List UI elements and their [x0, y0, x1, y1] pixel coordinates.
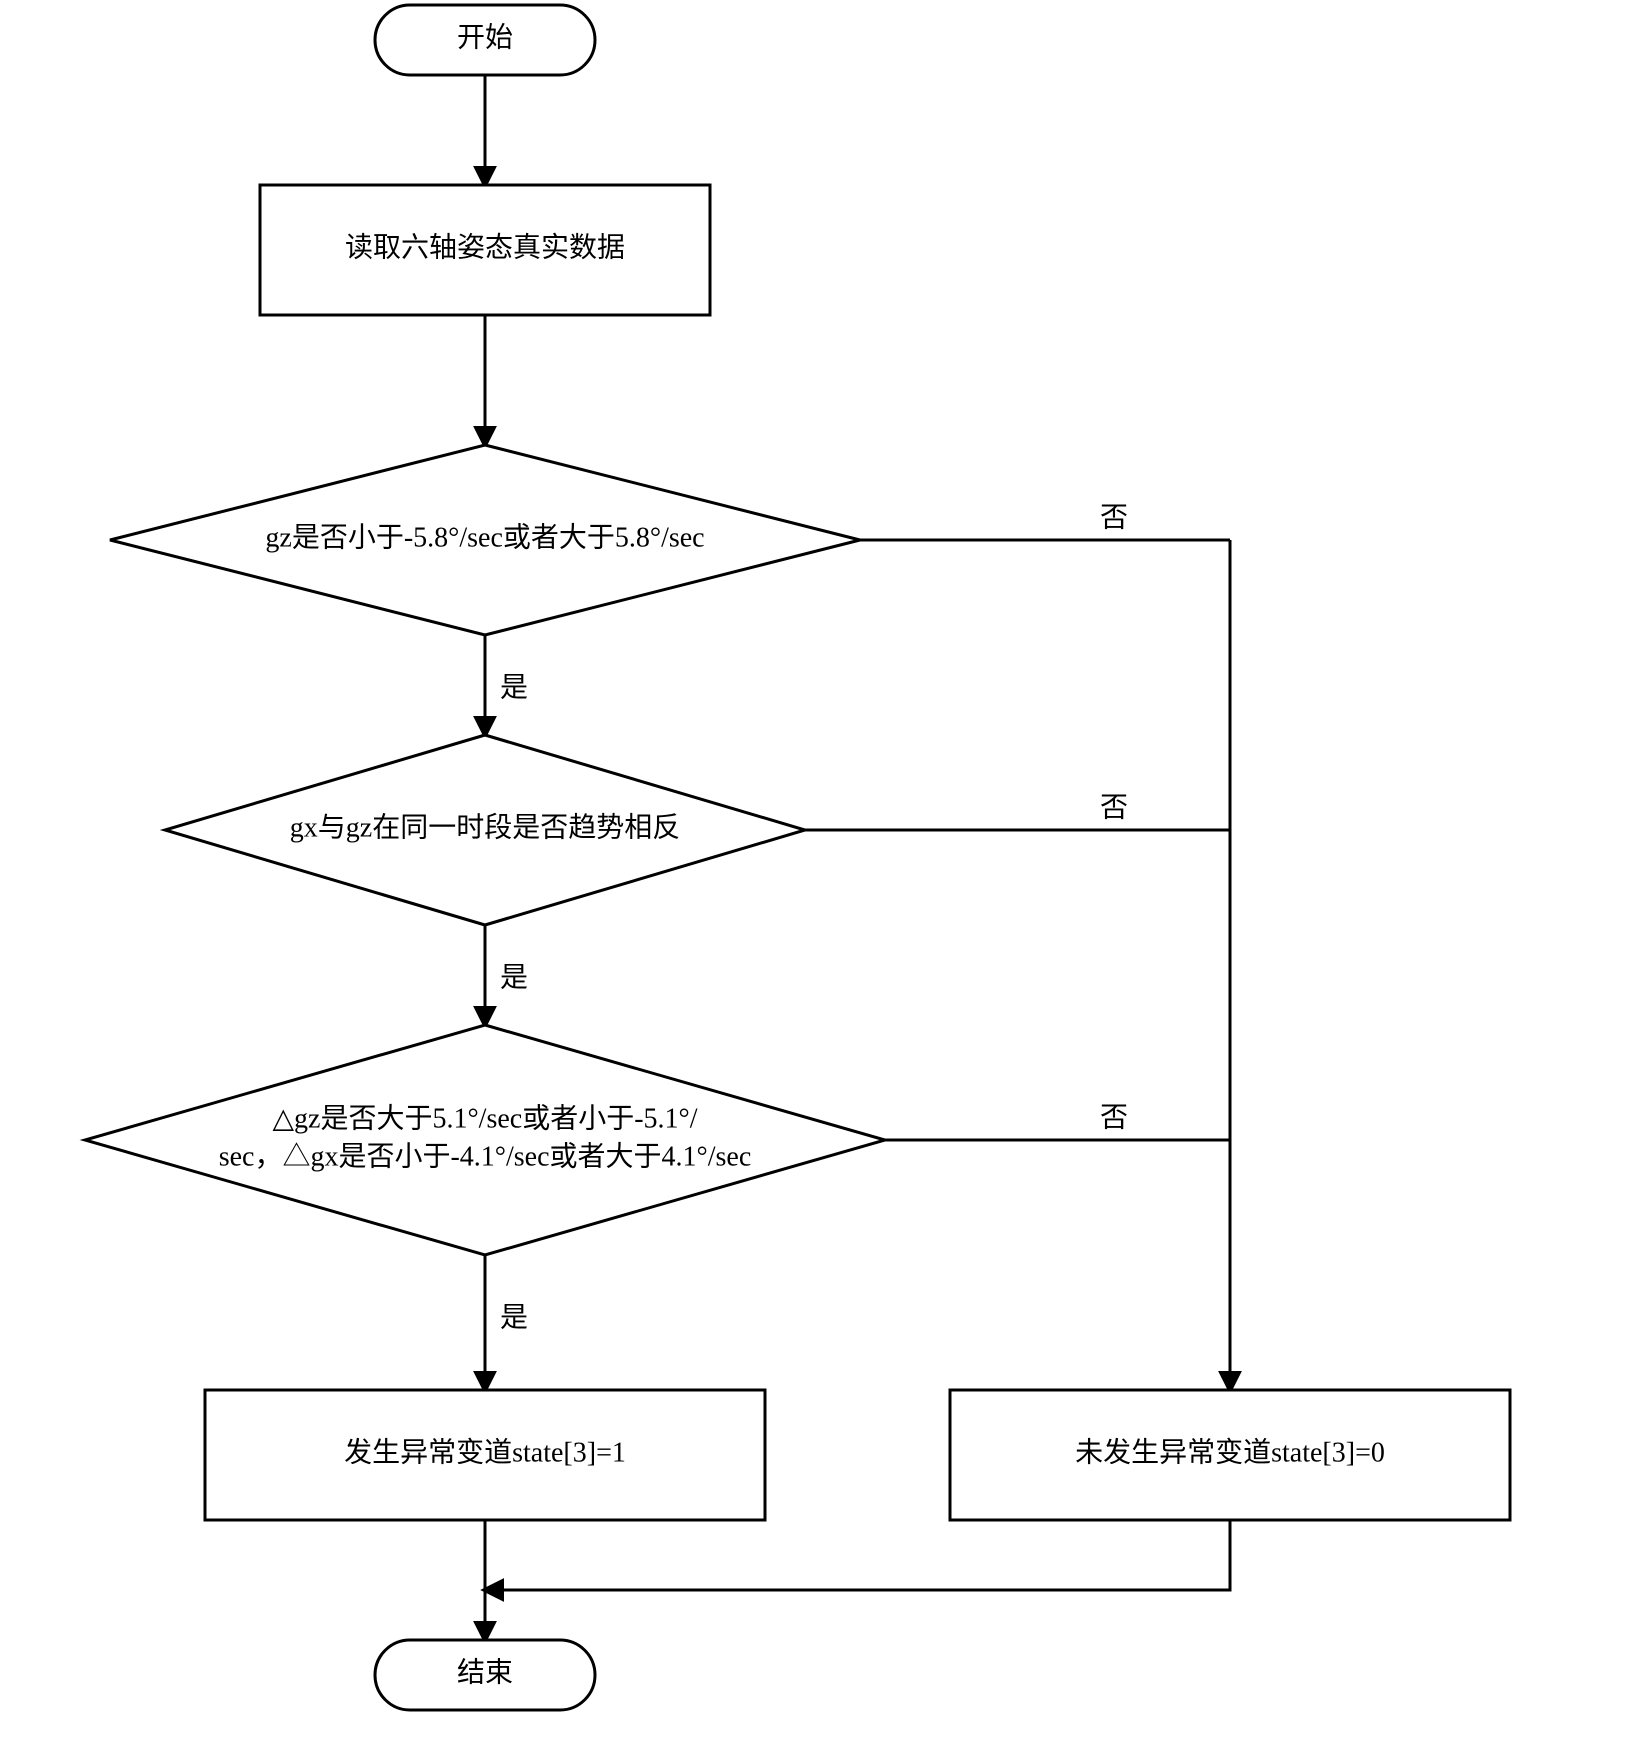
- node-label-dec2: gx与gz在同一时段是否趋势相反: [290, 811, 680, 843]
- node-label-yesBox: 发生异常变道state[3]=1: [344, 1436, 626, 1468]
- flowchart-canvas: 是是是否否否开始读取六轴姿态真实数据gz是否小于-5.8°/sec或者大于5.8…: [0, 0, 1640, 1752]
- node-label-start: 开始: [457, 21, 513, 53]
- edge-label: 否: [1100, 502, 1128, 533]
- edge-label: 是: [500, 962, 528, 993]
- node-dec3: [85, 1025, 885, 1255]
- edge-label: 否: [1100, 792, 1128, 823]
- edge-label: 是: [500, 672, 528, 703]
- node-label-dec1: gz是否小于-5.8°/sec或者大于5.8°/sec: [265, 521, 704, 553]
- edge-label: 否: [1100, 1102, 1128, 1133]
- node-label-noBox: 未发生异常变道state[3]=0: [1075, 1436, 1385, 1468]
- edge: [485, 1520, 1230, 1590]
- node-label-dec3: △gz是否大于5.1°/sec或者小于-5.1°/: [273, 1103, 698, 1135]
- node-label-readData: 读取六轴姿态真实数据: [345, 231, 625, 263]
- edge-label: 是: [500, 1302, 528, 1333]
- node-label-dec3: sec，△gx是否小于-4.1°/sec或者大于4.1°/sec: [219, 1140, 752, 1172]
- node-label-end: 结束: [457, 1656, 513, 1688]
